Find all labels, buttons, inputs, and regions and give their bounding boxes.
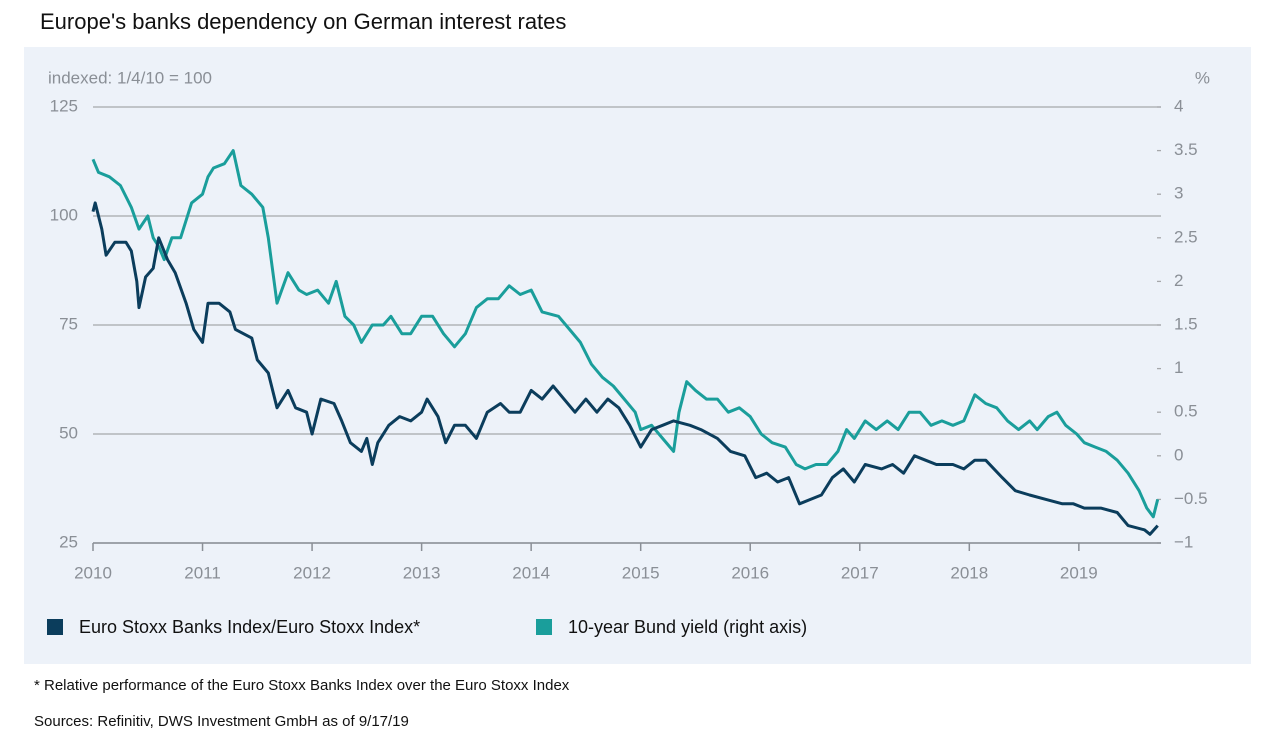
x-tick-label: 2013	[403, 563, 441, 582]
plot-panel	[24, 47, 1251, 664]
y2-tick-label: 0.5	[1174, 402, 1198, 421]
y2-tick-label: −1	[1174, 532, 1193, 551]
legend-swatch	[47, 619, 63, 635]
x-tick-label: 2017	[841, 563, 879, 582]
y-tick-label: 75	[59, 314, 78, 333]
y-tick-label: 125	[50, 96, 78, 115]
source: Sources: Refinitiv, DWS Investment GmbH …	[34, 713, 409, 730]
y2-tick-label: 1.5	[1174, 314, 1198, 333]
x-tick-label: 2015	[622, 563, 660, 582]
x-tick-label: 2014	[512, 563, 550, 582]
y-tick-label: 50	[59, 423, 78, 442]
y2-tick-label: 4	[1174, 96, 1183, 115]
y2-tick-label: 2.5	[1174, 227, 1198, 246]
y2-axis-label: %	[1195, 68, 1210, 87]
y-tick-label: 100	[50, 205, 78, 224]
y2-tick-label: 1	[1174, 358, 1183, 377]
legend-swatch	[536, 619, 552, 635]
x-tick-label: 2011	[184, 563, 221, 582]
series-line	[91, 201, 1159, 536]
y-tick-label: 25	[59, 532, 78, 551]
legend-label: 10-year Bund yield (right axis)	[568, 617, 807, 637]
y-axis-label: indexed: 1/4/10 = 100	[48, 68, 212, 87]
x-tick-label: 2010	[74, 563, 112, 582]
y2-tick-label: −0.5	[1174, 489, 1208, 508]
y2-tick-label: 3.5	[1174, 140, 1198, 159]
footnote: * Relative performance of the Euro Stoxx…	[34, 677, 570, 694]
x-tick-label: 2018	[950, 563, 988, 582]
y2-tick-label: 2	[1174, 271, 1183, 290]
series-line	[91, 149, 1160, 519]
legend-label: Euro Stoxx Banks Index/Euro Stoxx Index*	[79, 617, 420, 637]
chart-title: Europe's banks dependency on German inte…	[40, 9, 566, 34]
y2-tick-label: 3	[1174, 184, 1183, 203]
x-tick-label: 2012	[293, 563, 331, 582]
y2-tick-label: 0	[1174, 445, 1183, 464]
x-tick-label: 2016	[731, 563, 769, 582]
x-tick-label: 2019	[1060, 563, 1098, 582]
